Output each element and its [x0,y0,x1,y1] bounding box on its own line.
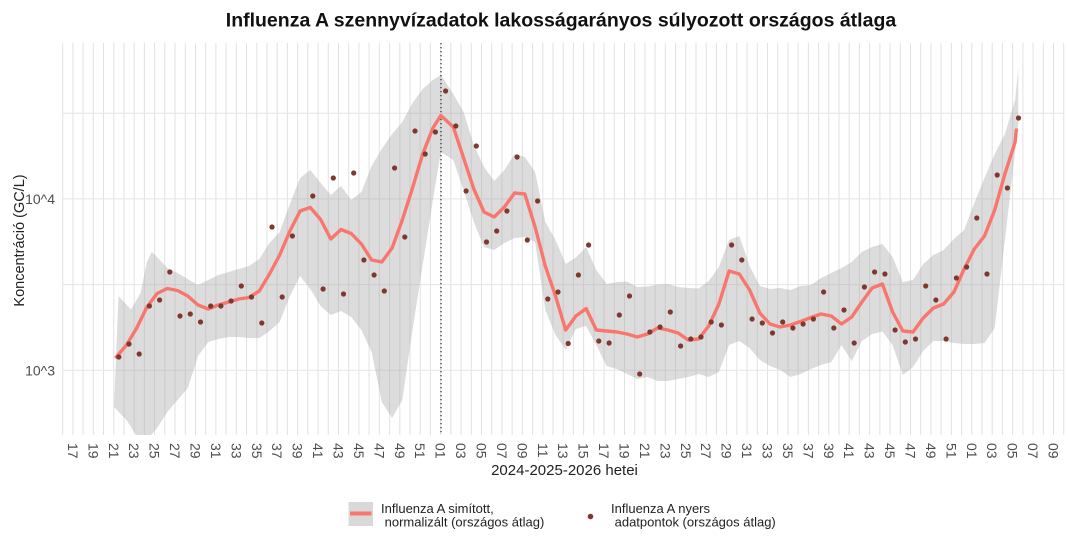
svg-text:29: 29 [719,443,735,459]
svg-text:03: 03 [453,443,469,459]
svg-text:13: 13 [555,443,571,459]
svg-text:01: 01 [433,443,449,459]
svg-text:21: 21 [637,443,653,459]
svg-text:21: 21 [106,443,122,459]
svg-text:03: 03 [984,443,1000,459]
svg-text:39: 39 [821,443,837,459]
svg-text:47: 47 [903,443,919,459]
svg-text:Influenza A simított,: Influenza A simított, [381,501,494,516]
svg-text:23: 23 [657,443,673,459]
svg-text:33: 33 [228,443,244,459]
svg-text:2024-2025-2026 hetei: 2024-2025-2026 hetei [491,462,638,479]
svg-text:49: 49 [923,443,939,459]
svg-text:25: 25 [147,443,163,459]
svg-text:normalizált (országos átlag): normalizált (országos átlag) [381,515,544,530]
svg-text:35: 35 [780,443,796,459]
svg-text:Influenza A nyers: Influenza A nyers [611,501,711,516]
svg-text:31: 31 [208,443,224,459]
svg-text:01: 01 [964,443,980,459]
svg-text:23: 23 [126,443,142,459]
svg-text:17: 17 [596,443,612,459]
svg-text:09: 09 [514,443,530,459]
svg-text:09: 09 [1046,443,1062,459]
svg-text:41: 41 [841,443,857,459]
svg-text:43: 43 [331,443,347,459]
svg-text:33: 33 [760,443,776,459]
svg-text:49: 49 [392,443,408,459]
svg-text:51: 51 [943,443,959,459]
svg-text:07: 07 [1025,443,1041,459]
svg-text:10^4: 10^4 [25,191,55,207]
svg-text:37: 37 [269,443,285,459]
svg-text:25: 25 [678,443,694,459]
svg-text:Koncentráció (GC/L): Koncentráció (GC/L) [12,174,28,306]
svg-text:41: 41 [310,443,326,459]
svg-text:45: 45 [882,443,898,459]
svg-text:19: 19 [85,443,101,459]
svg-text:17: 17 [65,443,81,459]
svg-text:07: 07 [494,443,510,459]
svg-text:29: 29 [188,443,204,459]
svg-text:27: 27 [167,443,183,459]
svg-text:adatpontok (országos átlag): adatpontok (országos átlag) [611,515,776,530]
svg-text:43: 43 [862,443,878,459]
svg-text:39: 39 [290,443,306,459]
svg-text:11: 11 [535,443,551,458]
svg-text:35: 35 [249,443,265,459]
svg-text:51: 51 [412,443,428,459]
svg-text:19: 19 [617,443,633,459]
svg-text:05: 05 [474,443,490,459]
svg-text:47: 47 [371,443,387,459]
svg-text:45: 45 [351,443,367,459]
svg-text:10^3: 10^3 [25,362,55,378]
svg-text:31: 31 [739,443,755,459]
svg-text:05: 05 [1005,443,1021,459]
svg-text:27: 27 [698,443,714,459]
svg-text:Influenza A szennyvízadatok la: Influenza A szennyvízadatok lakosságarán… [226,10,897,32]
svg-text:15: 15 [576,443,592,459]
svg-text:37: 37 [800,443,816,459]
